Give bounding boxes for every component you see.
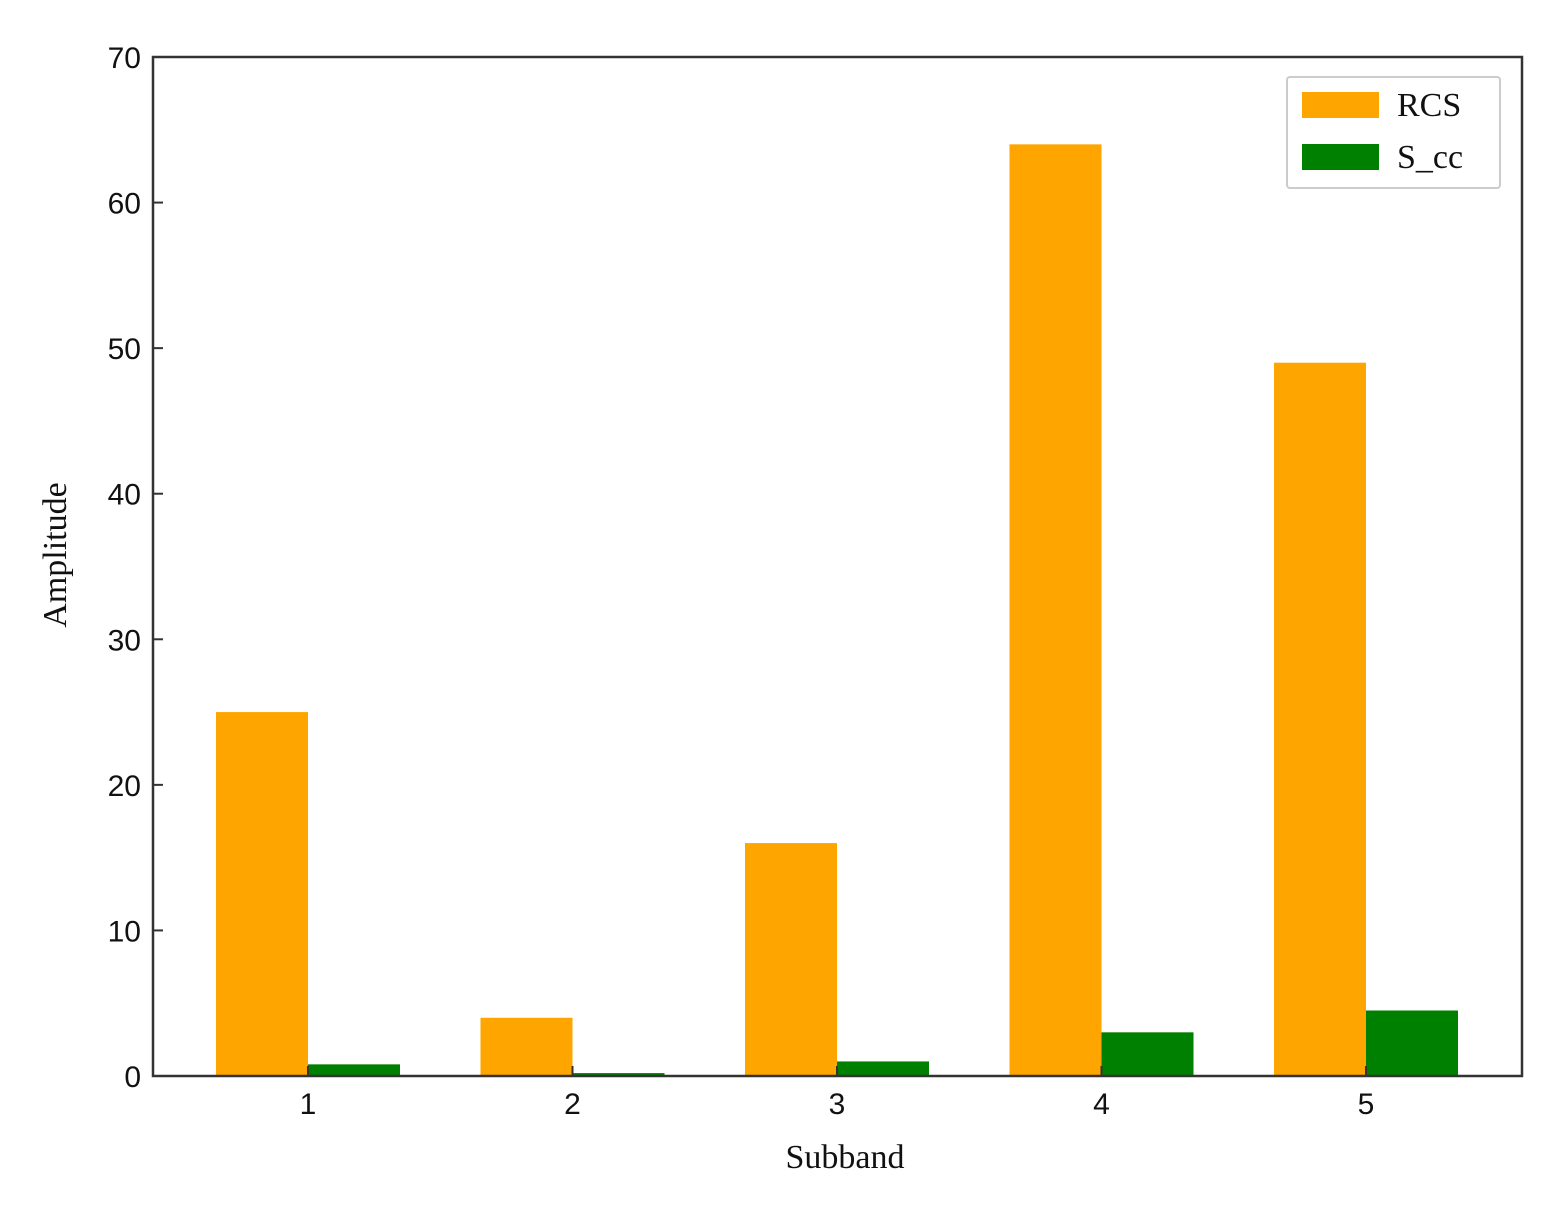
bar-rcs-2 [480, 1017, 573, 1076]
x-tick-label: 1 [300, 1088, 317, 1121]
scc-bars [308, 1010, 1458, 1076]
y-tick-label: 40 [108, 479, 141, 512]
y-axis-title: Amplitude [37, 482, 74, 627]
legend-label-scc: S_cc [1397, 139, 1463, 176]
legend-swatch-rcs [1302, 92, 1379, 118]
bar-s-cc-5 [1366, 1010, 1458, 1076]
bar-rcs-3 [745, 843, 837, 1076]
y-tick-label: 70 [108, 42, 141, 75]
bar-rcs-5 [1274, 362, 1366, 1076]
x-tick-label: 5 [1358, 1088, 1375, 1121]
legend: RCS S_cc [1286, 76, 1501, 189]
y-tick-label: 30 [108, 624, 141, 657]
y-tick-label: 10 [108, 915, 141, 948]
y-tick-label: 50 [108, 333, 141, 366]
x-axis-title: Subband [786, 1139, 905, 1176]
y-tick-label: 0 [124, 1061, 141, 1094]
bar-s-cc-4 [1101, 1032, 1194, 1076]
y-tick-label: 60 [108, 188, 141, 221]
bar-s-cc-3 [837, 1061, 929, 1076]
y-axis-ticks: 0 10 20 30 40 50 60 70 [108, 42, 163, 1094]
y-tick-label: 20 [108, 770, 141, 803]
bar-s-cc-1 [308, 1064, 400, 1076]
x-tick-label: 2 [564, 1088, 581, 1121]
bar-rcs-1 [216, 712, 308, 1076]
bar-s-cc-2 [572, 1073, 665, 1076]
legend-swatch-scc [1302, 144, 1379, 170]
rcs-bars [216, 144, 1366, 1077]
x-tick-label: 3 [829, 1088, 846, 1121]
bar-rcs-4 [1009, 144, 1102, 1077]
x-axis-ticks: 1 2 3 4 5 [300, 1066, 1375, 1121]
x-tick-label: 4 [1093, 1088, 1110, 1121]
legend-label-rcs: RCS [1397, 87, 1461, 124]
